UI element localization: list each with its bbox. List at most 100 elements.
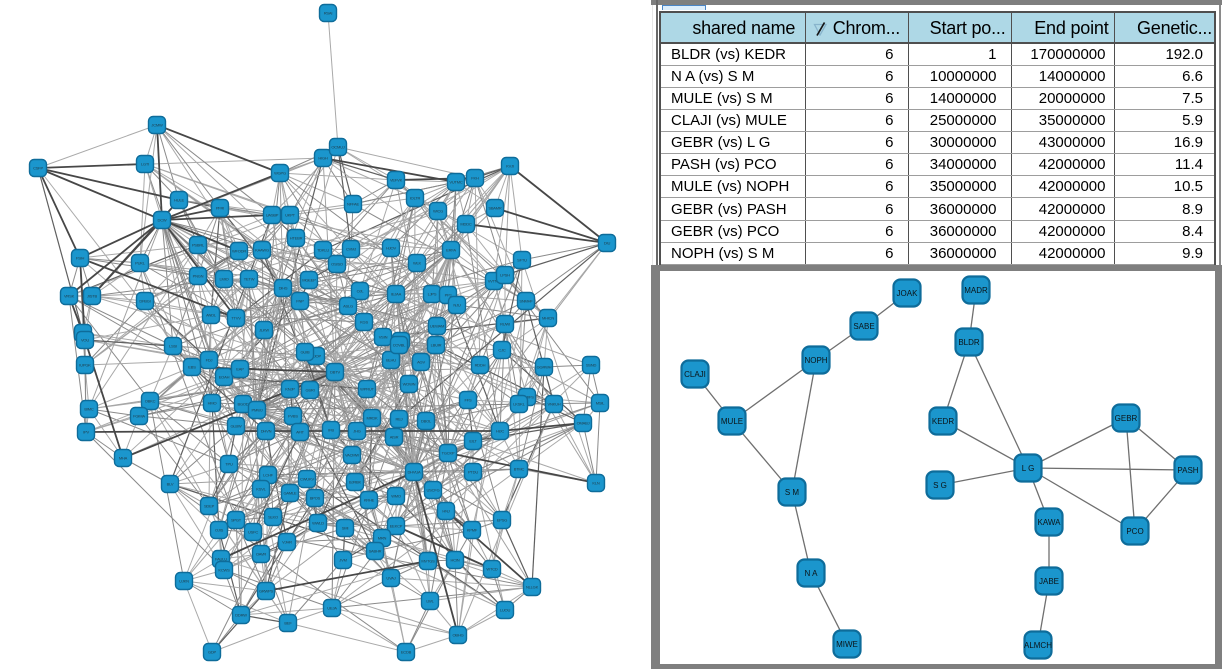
- svg-text:WLK: WLK: [413, 261, 422, 266]
- svg-text:DCW: DCW: [158, 218, 167, 223]
- svg-text:LSSI: LSSI: [169, 344, 177, 349]
- svg-text:FSIH: FSIH: [76, 256, 85, 261]
- svg-text:SLKO: SLKO: [268, 515, 278, 520]
- svg-text:FNP: FNP: [296, 299, 304, 304]
- svg-text:LCHF: LCHF: [263, 473, 273, 478]
- svg-text:BIMC: BIMC: [84, 407, 94, 412]
- svg-text:LMIO: LMIO: [220, 277, 229, 282]
- svg-text:EEKCP: EEKCP: [390, 524, 403, 529]
- svg-text:UJKN: UJKN: [179, 579, 189, 584]
- svg-text:EOAH: EOAH: [219, 375, 230, 380]
- svg-text:KGS: KGS: [360, 320, 368, 325]
- svg-text:HULE: HULE: [174, 198, 184, 203]
- svg-text:JLKW: JLKW: [259, 328, 269, 333]
- svg-text:KRHE: KRHE: [364, 498, 375, 503]
- svg-text:HCIN: HCIN: [451, 558, 460, 563]
- svg-text:MDDC: MDDC: [460, 222, 472, 227]
- svg-text:JVM: JVM: [339, 558, 346, 563]
- svg-text:MGEEP: MGEEP: [302, 278, 316, 283]
- svg-text:IPV: IPV: [83, 430, 89, 435]
- svg-text:SABE: SABE: [853, 322, 874, 331]
- svg-text:AISR: AISR: [390, 435, 399, 440]
- svg-text:FDJ: FDJ: [206, 358, 213, 363]
- svg-text:REJ: REJ: [396, 417, 403, 422]
- svg-text:FAULU: FAULU: [215, 557, 227, 562]
- svg-text:BLV: BLV: [167, 482, 174, 487]
- svg-text:VRSK: VRSK: [64, 294, 75, 299]
- svg-text:MADR: MADR: [964, 286, 988, 295]
- svg-text:JHG: JHG: [353, 429, 360, 434]
- svg-text:NLLGK: NLLGK: [526, 585, 539, 590]
- svg-text:NJU: NJU: [453, 303, 460, 308]
- svg-text:CVMJ: CVMJ: [346, 247, 356, 252]
- svg-text:SFTU: SFTU: [517, 258, 527, 263]
- svg-text:FKH: FKH: [471, 176, 479, 181]
- svg-text:TETW: TETW: [244, 277, 255, 282]
- svg-text:CWUKV: CWUKV: [300, 477, 314, 482]
- svg-text:GDP: GDP: [208, 650, 217, 655]
- svg-text:MVTGS: MVTGS: [421, 559, 435, 564]
- svg-text:MHA: MHA: [119, 456, 128, 461]
- svg-text:KVJI: KVJI: [506, 164, 514, 169]
- svg-text:ASLG: ASLG: [343, 304, 353, 309]
- svg-text:KCWS: KCWS: [218, 568, 230, 573]
- svg-text:GAMLE: GAMLE: [283, 491, 297, 496]
- svg-text:EILT: EILT: [469, 439, 477, 444]
- svg-text:VACMW: VACMW: [345, 453, 359, 458]
- svg-text:S M: S M: [785, 488, 800, 497]
- svg-text:DBOL: DBOL: [421, 419, 432, 424]
- svg-text:L G: L G: [1022, 464, 1035, 473]
- svg-text:SBAMR: SBAMR: [488, 206, 502, 211]
- svg-text:KSVL: KSVL: [256, 487, 266, 492]
- svg-text:DHVN: DHVN: [261, 429, 272, 434]
- svg-text:SNMHF: SNMHF: [519, 299, 533, 304]
- svg-text:PASH: PASH: [1177, 466, 1198, 475]
- svg-text:ALMCH: ALMCH: [1024, 641, 1052, 650]
- svg-text:OCMUJ: OCMUJ: [331, 145, 344, 150]
- svg-text:GUIB: GUIB: [301, 350, 311, 355]
- svg-text:CLAJI: CLAJI: [684, 370, 706, 379]
- svg-text:RDDH: RDDH: [475, 363, 486, 368]
- svg-text:BTMC: BTMC: [514, 467, 525, 472]
- svg-text:DIU: DIU: [604, 241, 611, 246]
- svg-text:EBS: EBS: [188, 365, 196, 370]
- svg-text:LPSH: LPSH: [500, 273, 510, 278]
- svg-text:UASBP: UASBP: [266, 213, 279, 218]
- svg-text:DJOP: DJOP: [311, 354, 321, 359]
- svg-text:SPGT: SPGT: [231, 518, 242, 523]
- svg-text:KEDR: KEDR: [932, 417, 954, 426]
- svg-text:EAP: EAP: [236, 367, 244, 372]
- svg-text:TTVV: TTVV: [231, 316, 241, 321]
- svg-text:KNJP: KNJP: [285, 387, 295, 392]
- svg-text:KAWA: KAWA: [1038, 518, 1062, 527]
- svg-text:PNGN: PNGN: [193, 274, 204, 279]
- svg-text:RSAI: RSAI: [324, 11, 333, 16]
- svg-text:AFIT: AFIT: [296, 430, 305, 435]
- svg-text:OAVR: OAVR: [256, 552, 267, 557]
- svg-text:UKPT: UKPT: [285, 213, 296, 218]
- svg-text:FFS: FFS: [465, 398, 472, 403]
- svg-text:DBTV: DBTV: [330, 370, 340, 375]
- svg-text:KPMF: KPMF: [467, 528, 478, 533]
- svg-text:WPRUT: WPRUT: [360, 387, 374, 392]
- svg-text:KLN: KLN: [592, 481, 599, 486]
- svg-text:BJRBK: BJRBK: [349, 480, 361, 485]
- svg-text:WTCD: WTCD: [486, 567, 498, 572]
- svg-text:GLBW: GLBW: [231, 424, 242, 429]
- svg-text:SSND: SSND: [586, 363, 597, 368]
- svg-text:EPSG: EPSG: [497, 518, 507, 523]
- svg-text:WOWN: WOWN: [403, 382, 416, 387]
- svg-text:WMO: WMO: [391, 494, 401, 499]
- svg-text:MULE: MULE: [721, 417, 743, 426]
- svg-text:SMI: SMI: [342, 526, 349, 531]
- svg-text:HJOV: HJOV: [386, 246, 396, 251]
- svg-text:OJL: OJL: [357, 289, 365, 294]
- svg-text:JOAK: JOAK: [897, 289, 919, 298]
- svg-text:GGRWH: GGRWH: [537, 365, 552, 370]
- svg-text:OSISO: OSISO: [331, 262, 343, 267]
- svg-text:USCFG: USCFG: [426, 488, 439, 493]
- svg-text:NFFAE: NFFAE: [347, 202, 359, 207]
- svg-text:DIHS: DIHS: [279, 286, 288, 291]
- svg-text:UEWAM: UEWAM: [430, 324, 444, 329]
- svg-text:MIWE: MIWE: [836, 640, 858, 649]
